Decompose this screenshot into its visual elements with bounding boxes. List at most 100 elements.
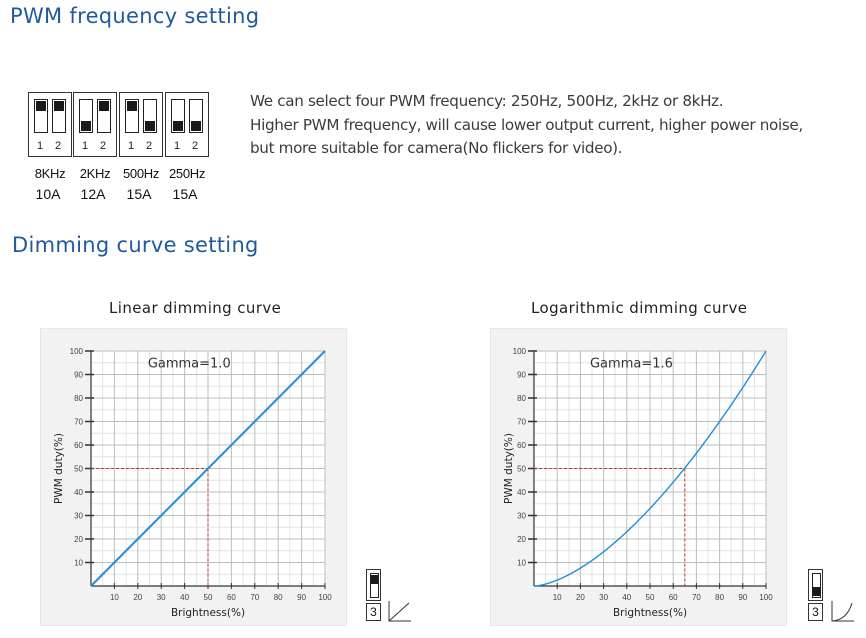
dip3-frame	[366, 569, 381, 601]
dip-slot-2	[189, 99, 203, 133]
dimming-section-title: Dimming curve setting	[12, 233, 259, 257]
x-tick-label: 20	[133, 593, 142, 602]
y-tick-label: 30	[74, 512, 83, 521]
x-tick-label: 20	[576, 593, 585, 602]
pwm-section-title: PWM frequency setting	[10, 4, 260, 28]
y-axis-label: PWM duty(%)	[503, 433, 515, 504]
dip-knob	[145, 121, 155, 131]
dip-switch-250hz: 1 2	[165, 92, 209, 157]
dip-slot-1	[34, 99, 48, 133]
dip-knob	[54, 101, 64, 111]
y-tick-label: 50	[74, 465, 83, 474]
y-tick-label: 60	[517, 441, 526, 450]
y-tick-label: 50	[517, 465, 526, 474]
dip-number-2: 2	[55, 140, 62, 152]
log-dimming-chart: 10 10 20 20 30 30 40 40 50 50 60 60 70 70 80 80 90 90 100 1…	[490, 328, 787, 626]
x-tick-label: 90	[297, 593, 306, 602]
y-tick-label: 80	[74, 394, 83, 403]
log-curve-icon	[831, 601, 854, 622]
y-tick-label: 40	[74, 488, 83, 497]
linear-dimming-chart: 10 10 20 20 30 30 40 40 50 50 60 60 70 70 80 80 90 90 100 1…	[40, 328, 347, 626]
y-tick-label: 90	[517, 371, 526, 380]
y-tick-label: 100	[513, 347, 527, 356]
description-line: but more suitable for camera(No flickers…	[250, 139, 623, 157]
gamma-annotation: Gamma=1.0	[148, 356, 231, 371]
x-tick-label: 10	[110, 593, 119, 602]
y-tick-label: 20	[517, 535, 526, 544]
description-line: We can select four PWM frequency: 250Hz,…	[250, 92, 724, 110]
dip-switch-500hz: 1 2	[119, 92, 163, 157]
current-label: 15A	[172, 186, 198, 202]
x-tick-label: 30	[157, 593, 166, 602]
linear-curve-icon	[388, 601, 411, 622]
chart-svg: 10 10 20 20 30 30 40 40 50 50 60 60 70 70 80 80 90 90 100 1…	[490, 328, 787, 626]
dip-number-2: 2	[100, 140, 107, 152]
current-label: 15A	[126, 186, 152, 202]
dip-slot-1	[171, 99, 185, 133]
dip-slot-1	[79, 99, 93, 133]
dip-number-1: 1	[174, 140, 181, 152]
y-tick-label: 10	[74, 559, 83, 568]
y-tick-label: 10	[517, 559, 526, 568]
frequency-label: 500Hz	[122, 166, 160, 181]
x-tick-label: 80	[715, 593, 724, 602]
dip3-slot	[812, 573, 821, 598]
y-axis-label: PWM duty(%)	[53, 433, 65, 504]
dip-knob	[81, 121, 91, 131]
dip-knob	[36, 101, 46, 111]
gamma-annotation: Gamma=1.6	[590, 356, 673, 371]
pwm-description: We can select four PWM frequency: 250Hz,…	[250, 90, 850, 161]
x-tick-label: 90	[738, 593, 747, 602]
x-tick-label: 30	[599, 593, 608, 602]
frequency-label: 250Hz	[168, 166, 206, 181]
y-tick-label: 90	[74, 371, 83, 380]
dip-switch-8khz: 1 2	[28, 92, 72, 157]
dip3-number: 3	[366, 603, 381, 621]
dip-slot-1	[125, 99, 139, 133]
frequency-label: 2KHz	[79, 166, 111, 181]
frequency-label: 8KHz	[34, 166, 66, 181]
y-tick-label: 20	[74, 535, 83, 544]
dip-slot-2	[97, 99, 111, 133]
dip-knob	[99, 101, 109, 111]
dip3-knob	[813, 587, 820, 596]
linear-chart-title: Linear dimming curve	[109, 299, 282, 317]
dip-slot-2	[52, 99, 66, 133]
x-tick-label: 10	[553, 593, 562, 602]
dip-switch-3-log: 3	[808, 569, 823, 621]
dip-knob	[127, 101, 137, 111]
description-line: Higher PWM frequency, will cause lower o…	[250, 115, 803, 134]
current-label: 12A	[80, 186, 106, 202]
x-tick-label: 60	[227, 593, 236, 602]
dip-number-1: 1	[128, 140, 135, 152]
x-tick-label: 70	[250, 593, 259, 602]
dip3-number: 3	[808, 603, 823, 621]
y-tick-label: 80	[517, 394, 526, 403]
y-tick-label: 40	[517, 488, 526, 497]
dip-number-2: 2	[192, 140, 199, 152]
dip-knob	[191, 121, 201, 131]
x-tick-label: 40	[180, 593, 189, 602]
x-tick-label: 60	[669, 593, 678, 602]
dip3-frame	[808, 569, 823, 601]
y-tick-label: 70	[517, 418, 526, 427]
x-tick-label: 70	[692, 593, 701, 602]
dip-switch-3-linear: 3	[366, 569, 381, 621]
current-label: 10A	[35, 186, 61, 202]
dip3-knob	[371, 575, 378, 584]
dimming-curve-line	[90, 350, 326, 587]
dip-number-1: 1	[82, 140, 89, 152]
dip-slot-2	[143, 99, 157, 133]
x-tick-label: 40	[622, 593, 631, 602]
x-tick-label: 100	[318, 593, 332, 602]
dip-knob	[173, 121, 183, 131]
y-tick-label: 70	[74, 418, 83, 427]
dip-switch-2khz: 1 2	[73, 92, 117, 157]
dip3-slot	[370, 573, 379, 598]
x-tick-label: 50	[646, 593, 655, 602]
log-chart-title: Logarithmic dimming curve	[531, 299, 748, 317]
x-tick-label: 80	[274, 593, 283, 602]
dip-number-2: 2	[146, 140, 153, 152]
y-tick-label: 100	[70, 347, 84, 356]
x-axis-label: Brightness(%)	[613, 607, 687, 619]
